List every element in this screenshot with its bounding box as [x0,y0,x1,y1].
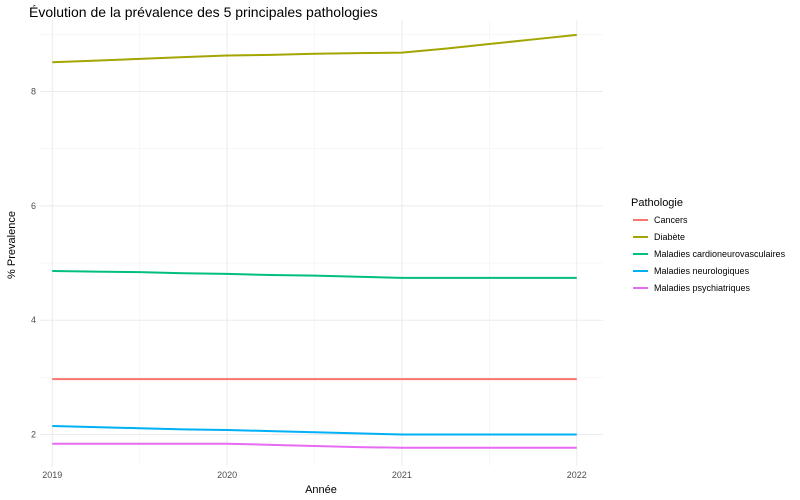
y-axis-label: % Prevalence [6,211,18,279]
series-line-3 [52,270,577,279]
series-line-2 [52,33,577,64]
series-line-5 [52,442,577,449]
legend-title: Pathologie [631,197,683,209]
series-lines [52,33,577,449]
series-line-4 [52,424,577,436]
axis-ticks: 2019 2020 2021 2022 2 4 6 8 [31,86,587,480]
x-tick-label: 2020 [217,470,237,480]
legend-entry: Diabète [654,232,685,242]
y-tick-label: 8 [31,86,36,96]
legend-entry: Cancers [654,215,688,225]
y-tick-label: 4 [31,315,36,325]
x-axis-label: Année [305,484,337,496]
legend-entry: Maladies cardioneurovasculaires [654,249,786,259]
legend-entry: Maladies neurologiques [654,266,750,276]
chart-title: Évolution de la prévalence des 5 princip… [29,4,378,20]
y-tick-label: 2 [31,430,36,440]
legend-entry: Maladies psychiatriques [654,283,751,293]
x-tick-label: 2019 [42,470,62,480]
x-tick-label: 2021 [392,470,412,480]
legend: Pathologie Cancers Diabète Maladies cardio… [631,197,786,293]
x-tick-label: 2022 [567,470,587,480]
grid [40,20,603,466]
y-tick-label: 6 [31,201,36,211]
